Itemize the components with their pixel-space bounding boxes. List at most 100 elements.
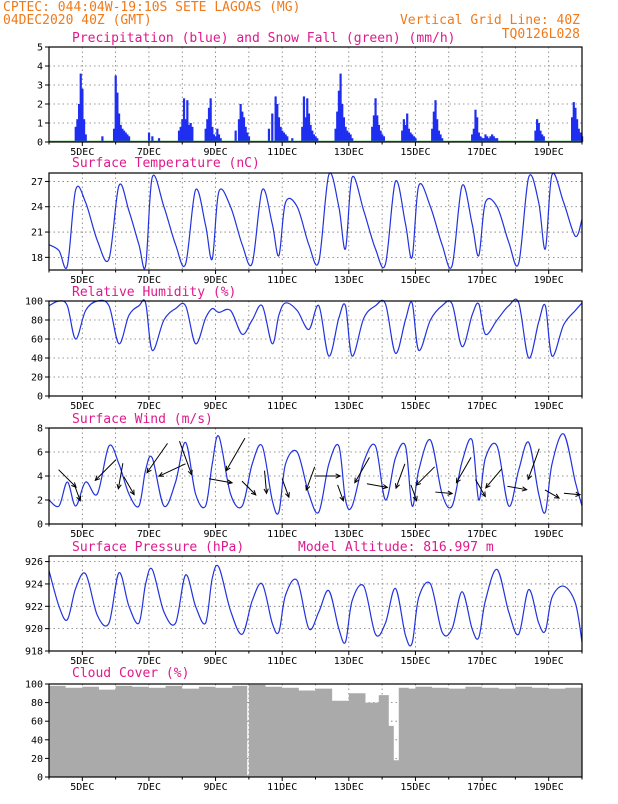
precip-bar	[157, 138, 161, 142]
precip-bar	[342, 117, 346, 142]
precip-bar	[486, 136, 489, 142]
wind-arrow	[354, 457, 370, 483]
temperature-xtick-label: 5DEC	[70, 275, 94, 286]
wind-arrow-head	[521, 486, 528, 492]
wind-xtick-label: 5DEC	[70, 529, 94, 540]
precip-panel: 0 1 2 3 4 5 5DEC 7DEC 9DEC 11DEC 13DEC 15DEC 17DEC 19…	[37, 43, 584, 158]
precip-bar	[182, 98, 186, 142]
precip-bar	[334, 128, 337, 142]
humidity-xtick-label: 9DEC	[204, 401, 228, 412]
wind-arrow	[475, 479, 486, 497]
precip-bar	[114, 75, 117, 142]
wind-arrow	[527, 448, 540, 480]
precip-bar	[286, 136, 289, 142]
precip-bar	[277, 117, 281, 142]
precip-bar	[441, 138, 444, 142]
precip-bar	[372, 115, 375, 142]
precip-bar	[126, 134, 129, 142]
temperature-xtick-label: 17DEC	[467, 275, 497, 286]
precip-bar	[534, 130, 537, 142]
wind-arrow-head	[225, 465, 231, 472]
precip-bar	[216, 128, 219, 142]
precip-bar	[151, 136, 154, 142]
precip-bar	[311, 130, 314, 142]
humidity-xtick-label: 19DEC	[534, 401, 564, 412]
wind-arrow	[117, 463, 124, 489]
precip-bar	[184, 119, 187, 142]
humidity-xtick-label: 17DEC	[467, 401, 497, 412]
wind-ytick-label: 8	[37, 424, 43, 435]
wind-arrow	[73, 484, 81, 501]
precip-bar	[336, 111, 339, 142]
precip-bar	[484, 134, 487, 142]
wind-arrow	[485, 468, 503, 489]
plot-panels: 0 1 2 3 4 5 5DEC 7DEC 9DEC 11DEC 13DEC 15DEC 17DEC 19…	[25, 43, 584, 793]
precip-bar	[431, 128, 434, 142]
wind-arrow-head	[129, 489, 135, 496]
header-location: CPTEC: 044:04W-19:10S SETE LAGOAS (MG)	[3, 0, 300, 15]
wind-arrow-head	[94, 475, 101, 482]
pressure-xtick-label: 9DEC	[204, 656, 228, 667]
wind-arrow-head	[250, 490, 257, 496]
wind-arrow	[435, 491, 453, 495]
precip-bar	[371, 126, 374, 142]
wind-arrow	[178, 441, 193, 475]
wind-xtick-label: 11DEC	[267, 529, 297, 540]
precip-bar	[219, 138, 222, 142]
wind-arrow	[544, 489, 560, 499]
humidity-title: Relative Humidity (%)	[72, 285, 236, 300]
precip-bar	[576, 119, 579, 142]
precip-xtick-label: 13DEC	[334, 147, 364, 158]
pressure-ytick-label: 920	[25, 624, 43, 635]
precip-bar	[402, 119, 405, 142]
precip-bar	[481, 138, 484, 142]
wind-ytick-label: 4	[37, 472, 43, 483]
precip-bar	[279, 126, 282, 142]
temperature-ytick-label: 24	[31, 202, 43, 213]
precip-bar	[579, 132, 582, 142]
precip-bar	[76, 119, 79, 142]
precip-bar	[234, 130, 237, 142]
precip-bar	[439, 134, 442, 142]
temperature-ytick-label: 27	[31, 177, 43, 188]
precip-bar	[186, 100, 189, 142]
precip-bar	[436, 119, 439, 142]
precip-ytick-label: 5	[37, 43, 43, 54]
precip-bar	[494, 138, 497, 142]
pressure-series-line	[48, 564, 583, 647]
precip-bar	[274, 96, 277, 142]
wind-title: Surface Wind (m/s)	[72, 412, 213, 427]
wind-arrow-head	[447, 490, 454, 496]
precip-bar	[121, 128, 124, 142]
precip-bar	[124, 132, 127, 142]
wind-arrow-head	[116, 483, 122, 490]
cloud-title: Cloud Cover (%)	[72, 666, 189, 681]
precip-bar	[81, 88, 84, 142]
precip-bar	[301, 126, 304, 142]
precip-bar	[241, 111, 244, 142]
temperature-xtick-label: 11DEC	[267, 275, 297, 286]
precip-bar	[312, 134, 316, 142]
pressure-ytick-label: 924	[25, 579, 43, 590]
precip-bar	[404, 124, 407, 142]
precip-bar	[281, 130, 284, 142]
precip-bar	[407, 128, 410, 142]
precip-bar	[116, 92, 119, 142]
wind-xtick-label: 17DEC	[467, 529, 497, 540]
wind-arrow-head	[157, 471, 165, 477]
precip-bar	[246, 132, 249, 142]
precip-bar	[214, 136, 217, 142]
wind-arrow-head	[71, 482, 77, 488]
temperature-xtick-label: 7DEC	[137, 275, 161, 286]
precip-bar	[412, 136, 415, 142]
wind-ytick-label: 2	[37, 496, 43, 507]
pressure-xtick-label: 15DEC	[400, 656, 430, 667]
precip-bar	[247, 136, 251, 142]
precip-bar	[476, 117, 479, 142]
precip-bar	[276, 104, 279, 142]
precip-bar	[302, 96, 306, 142]
wind-ytick-label: 0	[37, 520, 43, 531]
temperature-xtick-label: 15DEC	[400, 275, 430, 286]
precip-bar	[179, 126, 182, 142]
